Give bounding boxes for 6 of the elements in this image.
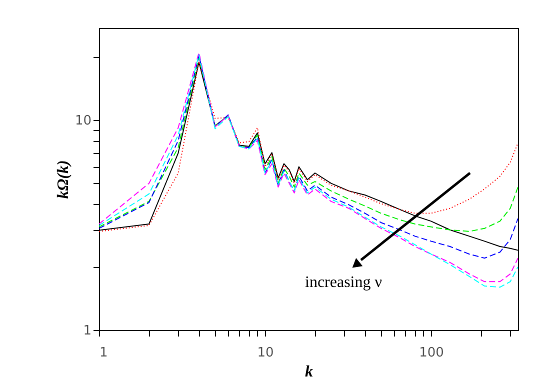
annotation: increasing ν	[305, 274, 382, 291]
x-tick-label: 1	[100, 346, 108, 360]
x-tick-label: 100	[419, 346, 444, 360]
y-axis-title: kΩ(k)	[54, 160, 72, 199]
x-axis-title: k	[305, 364, 313, 380]
x-tick-label: 10	[257, 346, 274, 360]
